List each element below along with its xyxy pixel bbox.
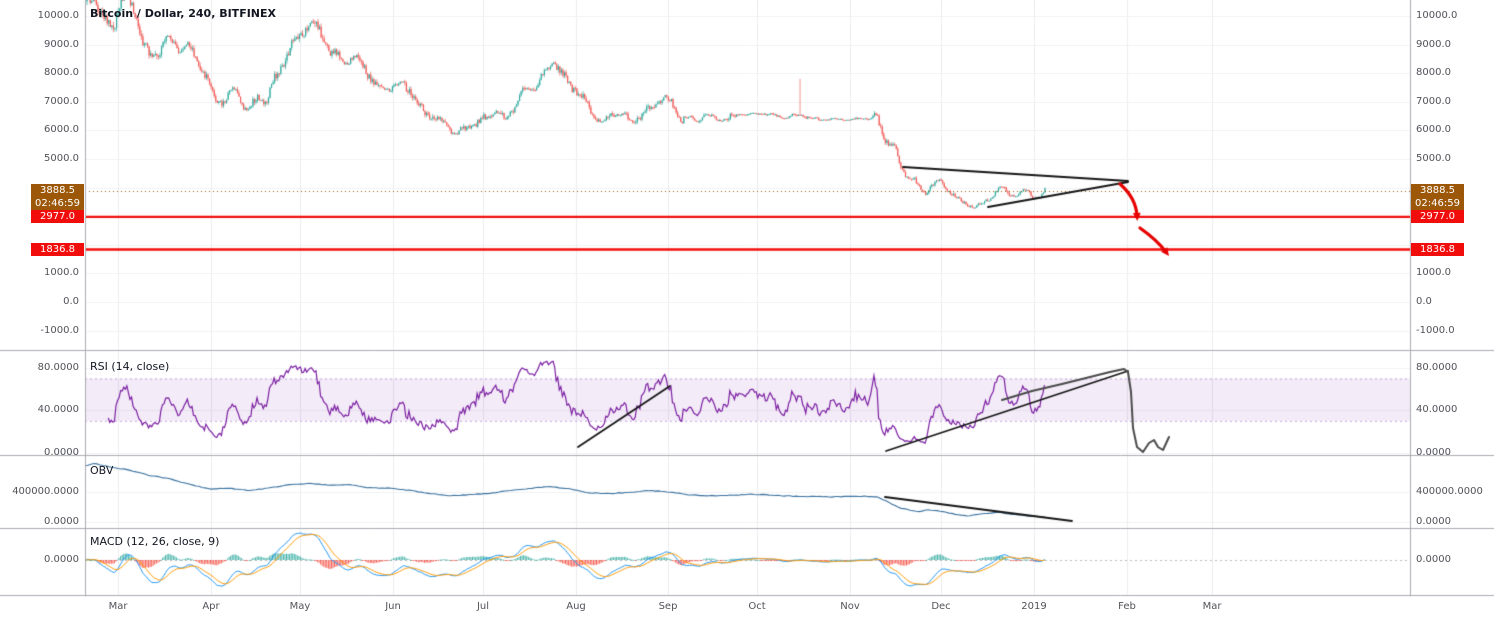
obv-axis-tick: 400000.0000 (12, 486, 79, 497)
price-axis-left[interactable]: 10000.0 9000.0 8000.0 7000.0 6000.0 5000.0 100… (0, 0, 85, 596)
time-axis-label: Mar (108, 601, 128, 612)
bar-countdown-tag: 02:46:59 (31, 197, 84, 211)
rsi-axis-tick: 80.0000 (1416, 362, 1458, 373)
price-axis-tick: 1000.0 (44, 267, 79, 279)
obv-indicator-label[interactable]: OBV (90, 464, 114, 477)
time-axis-label: Jun (385, 601, 401, 612)
rsi-axis-tick: 40.0000 (1416, 404, 1458, 416)
price-axis-tick: 7000.0 (44, 95, 79, 107)
time-axis-label: Oct (748, 601, 766, 612)
last-price-tag: 3888.5 (1411, 184, 1464, 198)
level-price-tag-1: 2977.0 (1411, 210, 1464, 224)
rsi-indicator-label[interactable]: RSI (14, close) (90, 360, 170, 373)
price-axis-tick: -1000.0 (1416, 324, 1455, 336)
price-axis-tick: 7000.0 (1416, 95, 1451, 107)
obv-axis-tick: 0.0000 (1416, 516, 1451, 527)
price-axis-tick: 1000.0 (1416, 267, 1451, 279)
obv-axis-tick: 0.0000 (44, 516, 79, 527)
price-axis-tick: 5000.0 (44, 153, 79, 164)
rsi-axis-tick: 40.0000 (37, 404, 79, 416)
level-price-tag-2: 1836.8 (1411, 242, 1464, 256)
symbol-title[interactable]: Bitcoin / Dollar, 240, BITFINEX (90, 7, 276, 20)
time-axis-label: Dec (931, 601, 951, 612)
bar-countdown-tag: 02:46:59 (1411, 197, 1464, 211)
macd-axis-tick: 0.0000 (1416, 554, 1451, 565)
time-axis-label: Aug (566, 601, 586, 612)
time-axis-label: Sep (658, 601, 678, 612)
time-axis-label: Apr (202, 601, 220, 612)
price-axis-right[interactable]: 10000.0 9000.0 8000.0 7000.0 6000.0 5000.0 100… (1410, 0, 1494, 596)
time-axis[interactable]: Mar Apr May Jun Jul Aug Sep Oct Nov Dec 2019 Feb Mar (0, 596, 1494, 620)
price-axis-tick: 10000.0 (1416, 10, 1458, 21)
price-axis-tick: 8000.0 (1416, 67, 1451, 79)
price-axis-tick: 5000.0 (1416, 153, 1451, 164)
time-axis-label: May (289, 601, 311, 612)
last-price-tag: 3888.5 (31, 184, 84, 198)
time-axis-label: Jul (476, 601, 490, 612)
time-axis-label: Nov (840, 601, 860, 612)
price-axis-tick: 0.0 (63, 296, 79, 307)
price-axis-tick: 0.0 (1416, 296, 1432, 307)
level-price-tag-1: 2977.0 (31, 210, 84, 224)
price-axis-tick: 10000.0 (37, 10, 79, 21)
price-axis-tick: -1000.0 (40, 324, 79, 336)
time-axis-label: Mar (1202, 601, 1222, 612)
rsi-axis-tick: 0.0000 (44, 446, 79, 458)
price-axis-tick: 8000.0 (44, 67, 79, 79)
rsi-axis-tick: 80.0000 (37, 362, 79, 373)
obv-axis-tick: 400000.0000 (1416, 486, 1483, 497)
price-axis-tick: 9000.0 (44, 38, 79, 50)
macd-axis-tick: 0.0000 (44, 554, 79, 565)
price-axis-tick: 9000.0 (1416, 38, 1451, 50)
macd-indicator-label[interactable]: MACD (12, 26, close, 9) (90, 535, 220, 548)
time-axis-label: 2019 (1021, 601, 1047, 612)
price-axis-tick: 6000.0 (1416, 124, 1451, 136)
rsi-axis-tick: 0.0000 (1416, 446, 1451, 458)
time-axis-label: Feb (1118, 601, 1136, 612)
price-axis-tick: 6000.0 (44, 124, 79, 136)
level-price-tag-2: 1836.8 (31, 242, 84, 256)
